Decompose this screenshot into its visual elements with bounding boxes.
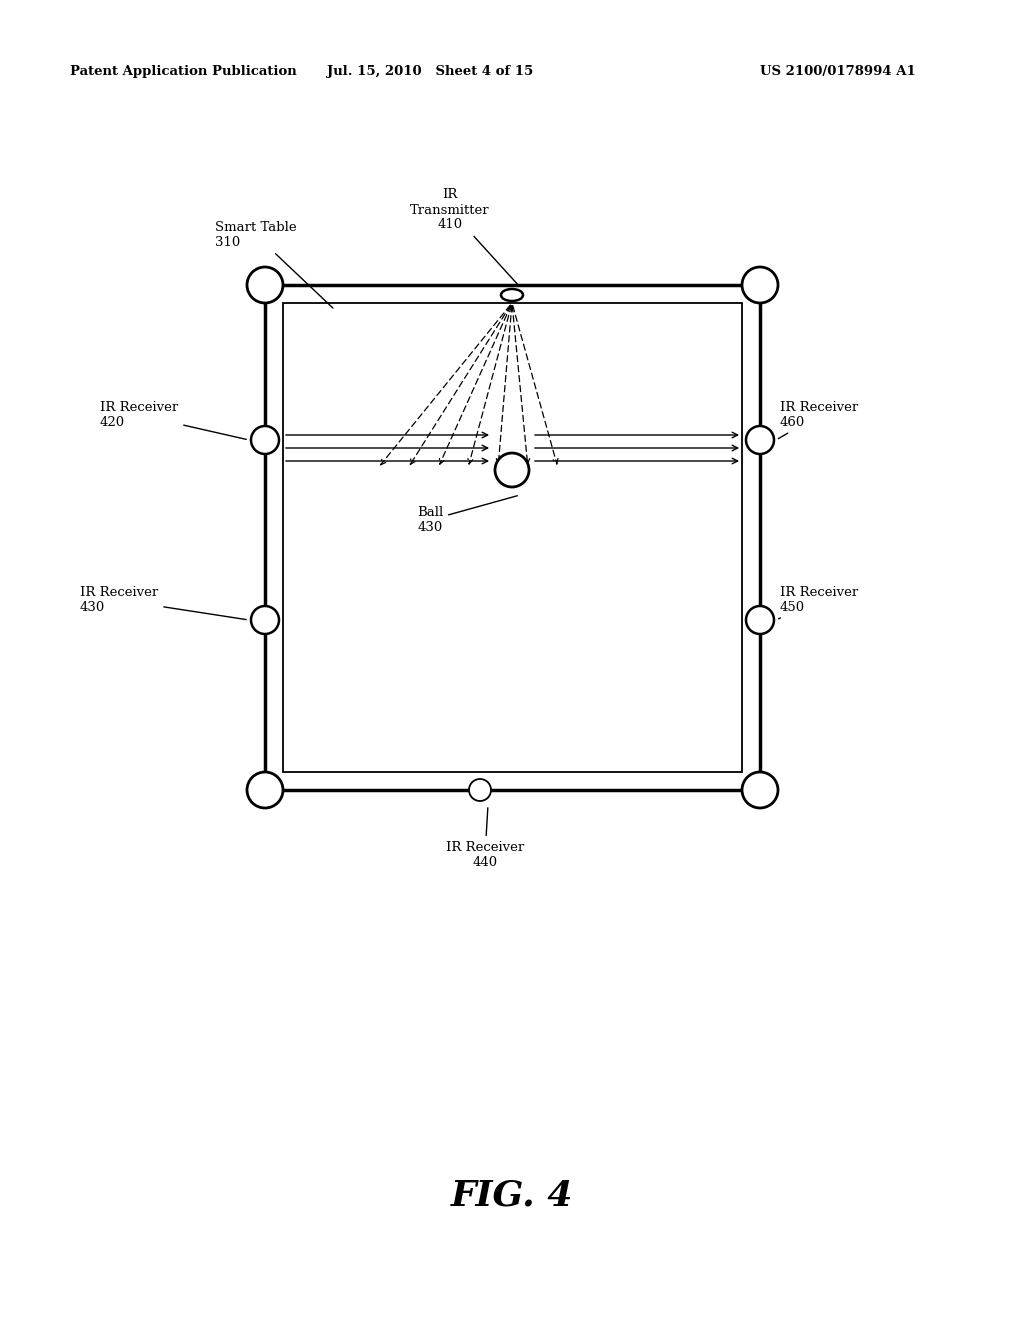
- Text: Jul. 15, 2010   Sheet 4 of 15: Jul. 15, 2010 Sheet 4 of 15: [327, 66, 534, 78]
- Circle shape: [746, 606, 774, 634]
- Text: IR Receiver
460: IR Receiver 460: [778, 401, 858, 438]
- Text: IR Receiver
450: IR Receiver 450: [778, 586, 858, 619]
- Text: Patent Application Publication: Patent Application Publication: [70, 66, 297, 78]
- Text: IR Receiver
420: IR Receiver 420: [100, 401, 247, 440]
- Circle shape: [742, 772, 778, 808]
- Bar: [283, 304, 742, 772]
- Text: IR Receiver
430: IR Receiver 430: [80, 586, 246, 619]
- Bar: [265, 285, 760, 789]
- Text: Ball
430: Ball 430: [417, 496, 517, 535]
- Circle shape: [495, 453, 529, 487]
- Circle shape: [251, 426, 279, 454]
- Circle shape: [469, 779, 490, 801]
- Text: US 2100/0178994 A1: US 2100/0178994 A1: [760, 66, 915, 78]
- Circle shape: [742, 267, 778, 304]
- Text: IR
Transmitter
410: IR Transmitter 410: [411, 189, 518, 285]
- Text: Smart Table
310: Smart Table 310: [215, 220, 333, 308]
- Circle shape: [746, 426, 774, 454]
- Text: FIG. 4: FIG. 4: [451, 1177, 573, 1212]
- Circle shape: [251, 606, 279, 634]
- Circle shape: [247, 772, 283, 808]
- Text: IR Receiver
440: IR Receiver 440: [445, 808, 524, 869]
- Ellipse shape: [501, 289, 523, 301]
- Circle shape: [247, 267, 283, 304]
